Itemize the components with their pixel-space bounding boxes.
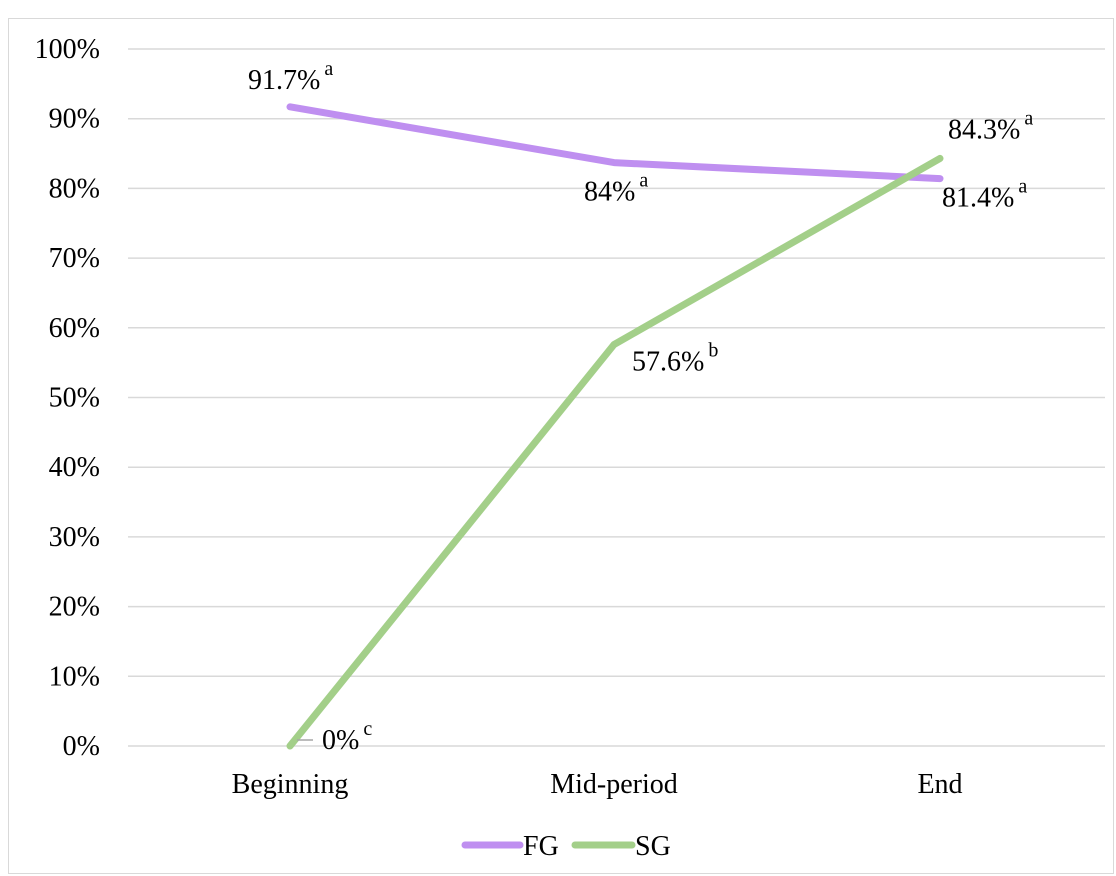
legend-label-SG: SG xyxy=(635,831,671,862)
y-tick-label: 30% xyxy=(49,522,100,553)
y-tick-label: 60% xyxy=(49,313,100,344)
y-tick-label: 0% xyxy=(63,731,100,762)
data-label-FG: 84% a xyxy=(584,170,648,208)
legend-label-FG: FG xyxy=(523,831,559,862)
y-tick-label: 70% xyxy=(49,243,100,274)
y-tick-label: 80% xyxy=(49,173,100,204)
data-label-FG: 91.7% a xyxy=(248,58,333,96)
data-label-SG: 0% c xyxy=(322,718,372,756)
series-line-SG xyxy=(286,154,944,750)
data-label-SG: 57.6% b xyxy=(632,340,718,378)
x-axis-categories: Beginning Mid-period End xyxy=(232,769,963,800)
legend: FG SG xyxy=(461,831,671,862)
x-category-label: Beginning xyxy=(232,769,349,800)
data-labels: 91.7% a 84% a 81.4% a 0% c 57.6% b 84.3% a xyxy=(248,58,1033,756)
gridlines xyxy=(128,48,1105,747)
y-tick-label: 50% xyxy=(49,383,100,414)
x-category-label: Mid-period xyxy=(550,769,678,800)
y-tick-label: 10% xyxy=(49,661,100,692)
y-axis-ticks: 0% 10% 20% 30% 40% 50% 60% 70% 80% 90% 100% xyxy=(35,34,100,762)
data-label-SG: 84.3% a xyxy=(948,107,1033,145)
y-tick-label: 20% xyxy=(49,592,100,623)
series-line-FG xyxy=(286,103,944,183)
y-tick-label: 100% xyxy=(35,34,100,65)
data-label-FG: 81.4% a xyxy=(942,176,1027,214)
y-tick-label: 90% xyxy=(49,104,100,135)
y-tick-label: 40% xyxy=(49,452,100,483)
x-category-label: End xyxy=(917,769,962,800)
series-lines xyxy=(286,103,944,750)
